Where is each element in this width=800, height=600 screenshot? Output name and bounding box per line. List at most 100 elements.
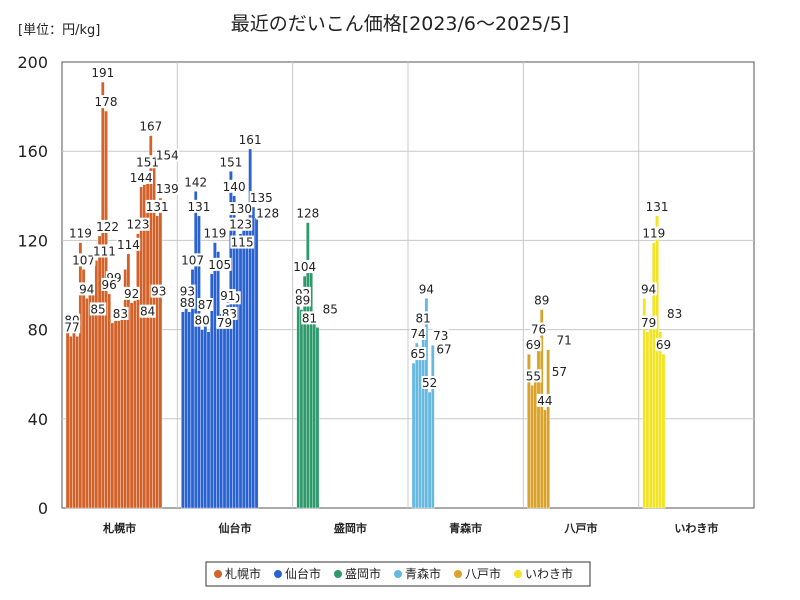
legend-label: 仙台市 [285,566,321,581]
data-label: 119 [69,227,92,241]
data-label: 73 [433,329,448,343]
category-label: 盛岡市 [334,521,367,535]
data-label-bg [139,304,156,318]
bar [222,307,227,509]
bar [543,409,547,509]
bar [110,322,115,509]
bar [219,313,224,509]
legend-label: 八戸市 [465,566,501,581]
bar [158,197,163,509]
bar [238,233,243,509]
bar [530,385,534,509]
data-label: 84 [140,305,155,319]
data-label-bg [203,226,227,240]
data-label: 52 [422,376,437,390]
chart-title: 最近のだいこん価格[2023/6～2025/5] [231,13,570,35]
bar [661,353,666,509]
bar [299,309,304,509]
bar [123,269,127,509]
data-label-bg [525,338,542,352]
y-tick-label: 200 [17,53,48,72]
data-label-bg [78,282,95,296]
data-label-bg [249,190,274,204]
legend-marker [214,570,222,578]
bar [139,186,143,509]
bar [187,311,192,509]
data-label: 128 [296,207,319,221]
data-label-bg [207,257,232,271]
data-label: 76 [531,323,546,337]
data-label: 71 [556,334,571,348]
data-label: 55 [526,369,541,383]
data-label: 123 [229,218,252,232]
bar [152,164,156,509]
data-label-bg [71,253,96,267]
data-label: 57 [552,365,567,379]
data-label: 96 [102,278,117,292]
data-label-bg [555,333,573,347]
legend-label: 札幌市 [225,566,261,581]
bar [85,298,89,509]
data-label-bg [155,148,180,162]
data-label: 123 [127,218,150,232]
data-label-bg [551,364,568,378]
data-label-bg [63,320,81,334]
data-label-bg [68,226,93,240]
data-label-bg [219,155,243,169]
bar [245,222,249,509]
data-label-bg [435,342,453,356]
bar [241,222,246,509]
data-label: 91 [220,289,235,303]
data-label-bg [640,315,657,329]
data-label: 122 [96,220,119,234]
y-tick-label: 0 [38,499,48,518]
bar [658,331,663,509]
data-label: 83 [667,307,682,321]
bar [655,215,659,509]
data-label: 111 [93,244,116,258]
data-label: 139 [156,182,179,196]
bar [315,327,320,509]
data-label-bg [179,284,196,298]
data-label: 94 [419,282,434,296]
bar [69,336,73,509]
y-tick-label: 160 [17,142,48,161]
data-label-bg [322,302,339,316]
bar [149,135,153,509]
unit-label: [単位：円/kg] [18,22,100,38]
data-label-bg [255,206,280,220]
data-label-bg [129,170,153,184]
bar [193,191,198,509]
data-label: 83 [113,307,128,321]
bar [120,316,124,509]
legend: 札幌市 仙台市 盛岡市 青森市 八戸市 いわき市 [205,561,591,587]
data-label: 85 [90,302,105,316]
data-label: 81 [302,311,317,325]
data-label-bg [91,66,115,80]
y-tick-label: 120 [17,231,48,250]
data-label: 114 [117,238,140,252]
data-label-bg [219,289,236,303]
bar [181,311,185,509]
data-label-bg [155,182,180,196]
data-label-bg [642,226,666,240]
bar [431,345,435,509]
bar [415,342,419,509]
data-label-bg [536,393,554,407]
data-label-bg [150,284,167,298]
bar [206,331,211,509]
bar [251,206,256,509]
y-tick-label: 80 [28,321,48,340]
bar [81,269,86,509]
data-label: 74 [410,327,425,341]
data-label-bg [421,376,438,390]
data-label-bg [296,206,320,220]
legend-label: いわき市 [525,566,573,581]
data-label-bg [197,297,214,311]
data-label-bg [415,311,432,325]
bar [75,336,79,509]
data-label-bg [89,302,107,316]
bar [648,322,653,509]
category-label: 青森市 [449,521,482,535]
